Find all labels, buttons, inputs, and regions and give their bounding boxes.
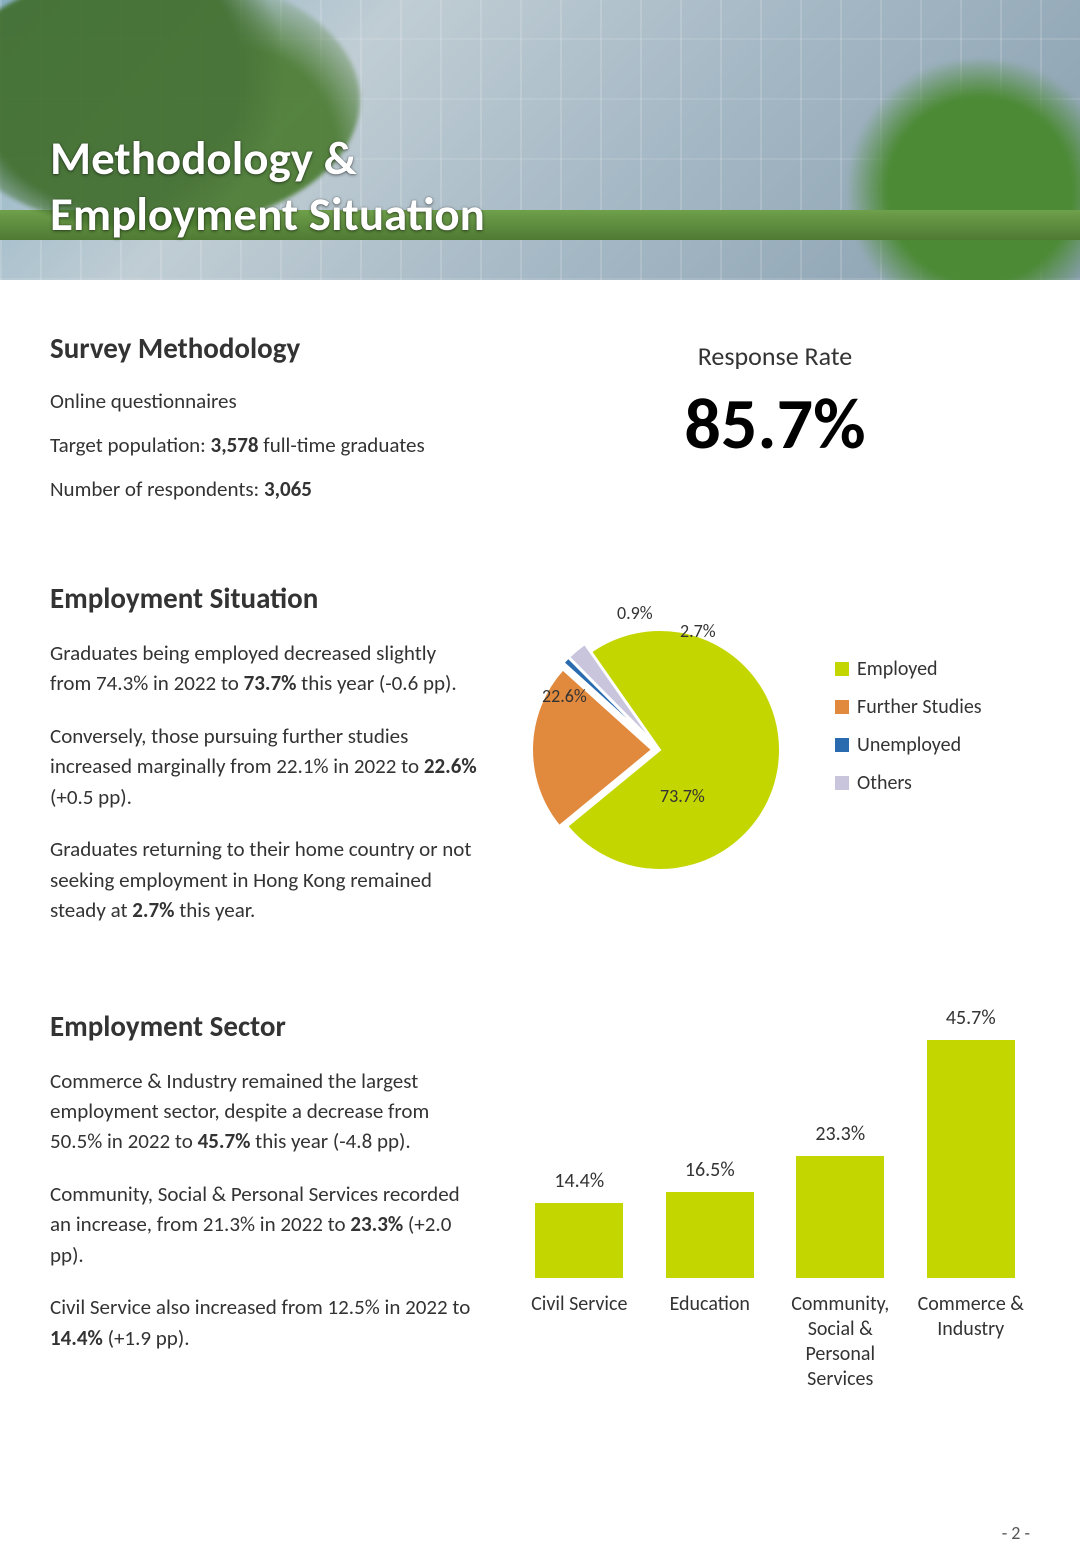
legend-label: Others bbox=[857, 764, 912, 802]
pie-slice-label: 22.6% bbox=[542, 685, 587, 707]
bar-value-label: 16.5% bbox=[685, 1158, 735, 1182]
pie-slice-label: 0.9% bbox=[617, 602, 653, 624]
methodology-target: Target population: 3,578 full-time gradu… bbox=[50, 432, 480, 458]
legend-label: Employed bbox=[857, 650, 938, 688]
bar-column: 14.4% bbox=[524, 1169, 635, 1278]
bar-column: 23.3% bbox=[785, 1122, 896, 1277]
bar-value-label: 23.3% bbox=[815, 1122, 865, 1146]
bar bbox=[535, 1203, 623, 1278]
pie-slice-label: 73.7% bbox=[660, 785, 705, 807]
methodology-method: Online questionnaires bbox=[50, 388, 480, 414]
bar-column: 16.5% bbox=[655, 1158, 766, 1278]
bar-category-label: Commerce & Industry bbox=[916, 1292, 1027, 1392]
pie-slice-label: 2.7% bbox=[680, 620, 716, 642]
legend-item: Further Studies bbox=[835, 688, 982, 726]
methodology-heading: Survey Methodology bbox=[50, 330, 480, 366]
legend-swatch bbox=[835, 662, 849, 676]
response-rate-block: Response Rate 85.7% bbox=[520, 340, 1030, 468]
bar-category-label: Community, Social & Personal Services bbox=[785, 1292, 896, 1392]
bar-value-label: 45.7% bbox=[946, 1006, 996, 1030]
sector-heading: Employment Sector bbox=[50, 1008, 480, 1044]
bar-value-label: 14.4% bbox=[554, 1169, 604, 1193]
situation-section: Employment Situation Graduates being emp… bbox=[50, 580, 1030, 948]
bar bbox=[927, 1040, 1015, 1278]
bar bbox=[796, 1156, 884, 1277]
legend-item: Unemployed bbox=[835, 726, 982, 764]
response-rate-label: Response Rate bbox=[520, 340, 1030, 372]
hero-title: Methodology &Employment Situation bbox=[50, 130, 485, 243]
sector-p1: Commerce & Industry remained the largest… bbox=[50, 1066, 480, 1157]
methodology-section: Survey Methodology Online questionnaires… bbox=[50, 330, 1030, 520]
legend-label: Further Studies bbox=[857, 688, 982, 726]
bar bbox=[666, 1192, 754, 1278]
situation-p1: Graduates being employed decreased sligh… bbox=[50, 638, 480, 699]
sector-p3: Civil Service also increased from 12.5% … bbox=[50, 1292, 480, 1353]
response-rate-value: 85.7% bbox=[520, 380, 1030, 468]
legend-swatch bbox=[835, 700, 849, 714]
situation-p3: Graduates returning to their home countr… bbox=[50, 834, 480, 925]
situation-heading: Employment Situation bbox=[50, 580, 480, 616]
bar-chart: 14.4%16.5%23.3%45.7% Civil ServiceEducat… bbox=[520, 1008, 1030, 1328]
legend-label: Unemployed bbox=[857, 726, 961, 764]
sector-p2: Community, Social & Personal Services re… bbox=[50, 1179, 480, 1270]
legend-item: Others bbox=[835, 764, 982, 802]
bar-category-label: Civil Service bbox=[524, 1292, 635, 1392]
page-number: - 2 - bbox=[1002, 1522, 1030, 1544]
pie-chart: 73.7% 22.6% 0.9% 2.7% EmployedFurther Studi… bbox=[520, 580, 1030, 900]
situation-p2: Conversely, those pursuing further studi… bbox=[50, 721, 480, 812]
bar-column: 45.7% bbox=[916, 1006, 1027, 1278]
bar-category-label: Education bbox=[655, 1292, 766, 1392]
sector-section: Employment Sector Commerce & Industry re… bbox=[50, 1008, 1030, 1376]
pie-legend: EmployedFurther StudiesUnemployedOthers bbox=[835, 650, 982, 802]
legend-swatch bbox=[835, 738, 849, 752]
hero-banner: Methodology &Employment Situation bbox=[0, 0, 1080, 280]
methodology-respondents: Number of respondents: 3,065 bbox=[50, 476, 480, 502]
pie-svg bbox=[520, 580, 820, 900]
legend-swatch bbox=[835, 776, 849, 790]
legend-item: Employed bbox=[835, 650, 982, 688]
